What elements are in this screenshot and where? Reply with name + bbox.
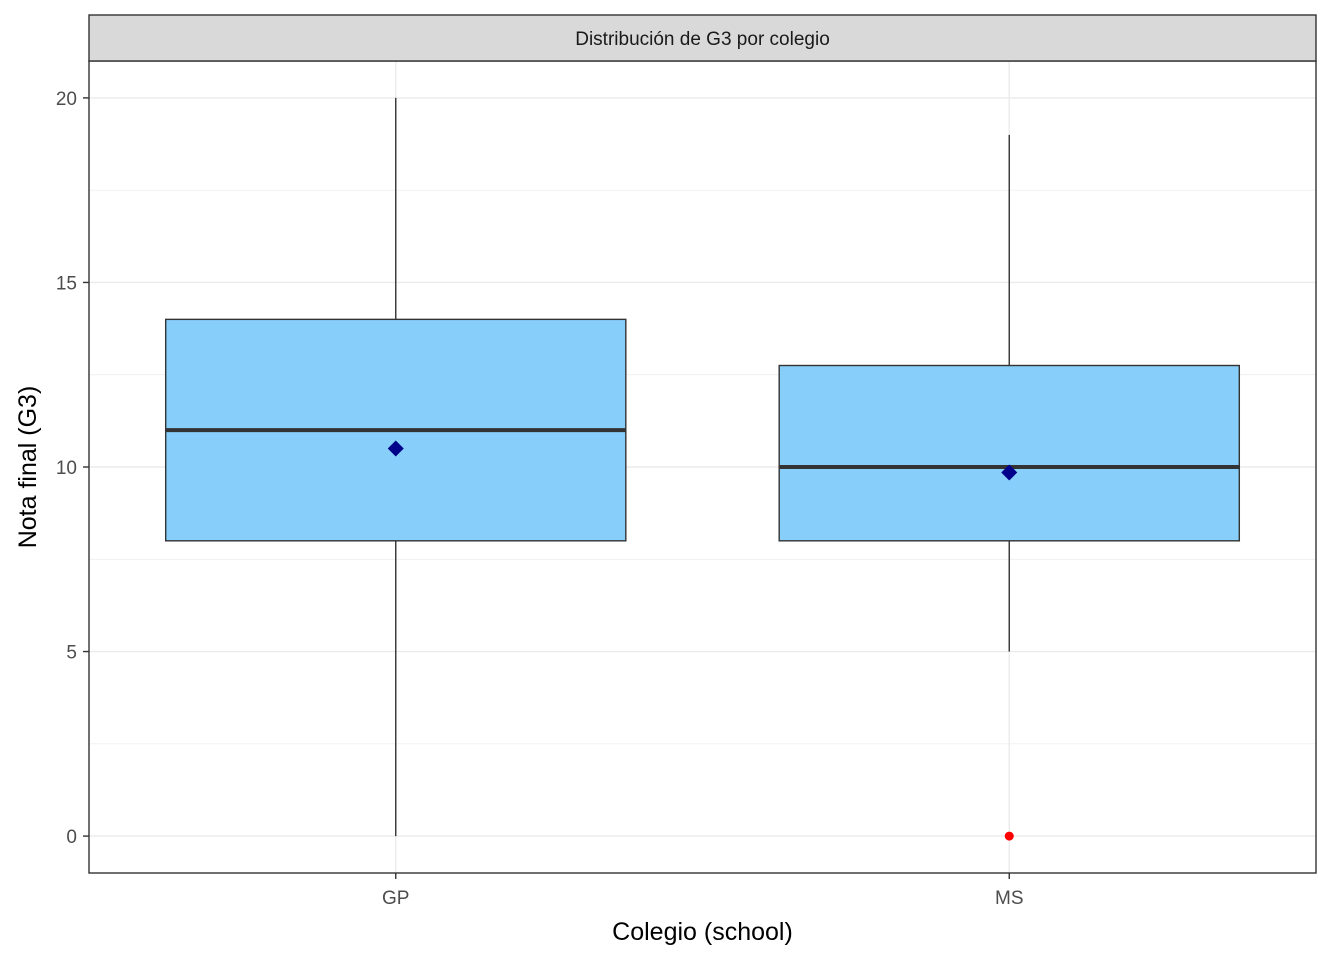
y-tick-label: 20 [56, 89, 77, 110]
mean-marker [1001, 464, 1018, 481]
mean-marker [387, 440, 404, 457]
facet-strip-background [88, 14, 1317, 62]
chart-title: Distribución de G3 por colegio [575, 29, 830, 50]
y-tick-label: 10 [56, 458, 77, 479]
x-axis: GP MS [382, 873, 1024, 909]
y-axis: 0 5 10 15 20 [56, 89, 89, 848]
x-axis-title: Colegio (school) [612, 918, 793, 946]
box-gp [164, 97, 627, 837]
box-iqr [778, 364, 1241, 542]
y-tick-label: 5 [66, 643, 77, 664]
y-tick-label: 0 [66, 827, 77, 848]
box-ms [778, 134, 1241, 841]
y-axis-title: Nota final (G3) [14, 386, 42, 549]
outlier-point [1004, 831, 1014, 841]
x-tick-label: MS [995, 888, 1024, 909]
facet-strip: Distribución de G3 por colegio [88, 14, 1317, 62]
x-tick-label: GP [382, 888, 409, 909]
y-tick-label: 15 [56, 273, 77, 294]
box-series [164, 97, 1241, 841]
